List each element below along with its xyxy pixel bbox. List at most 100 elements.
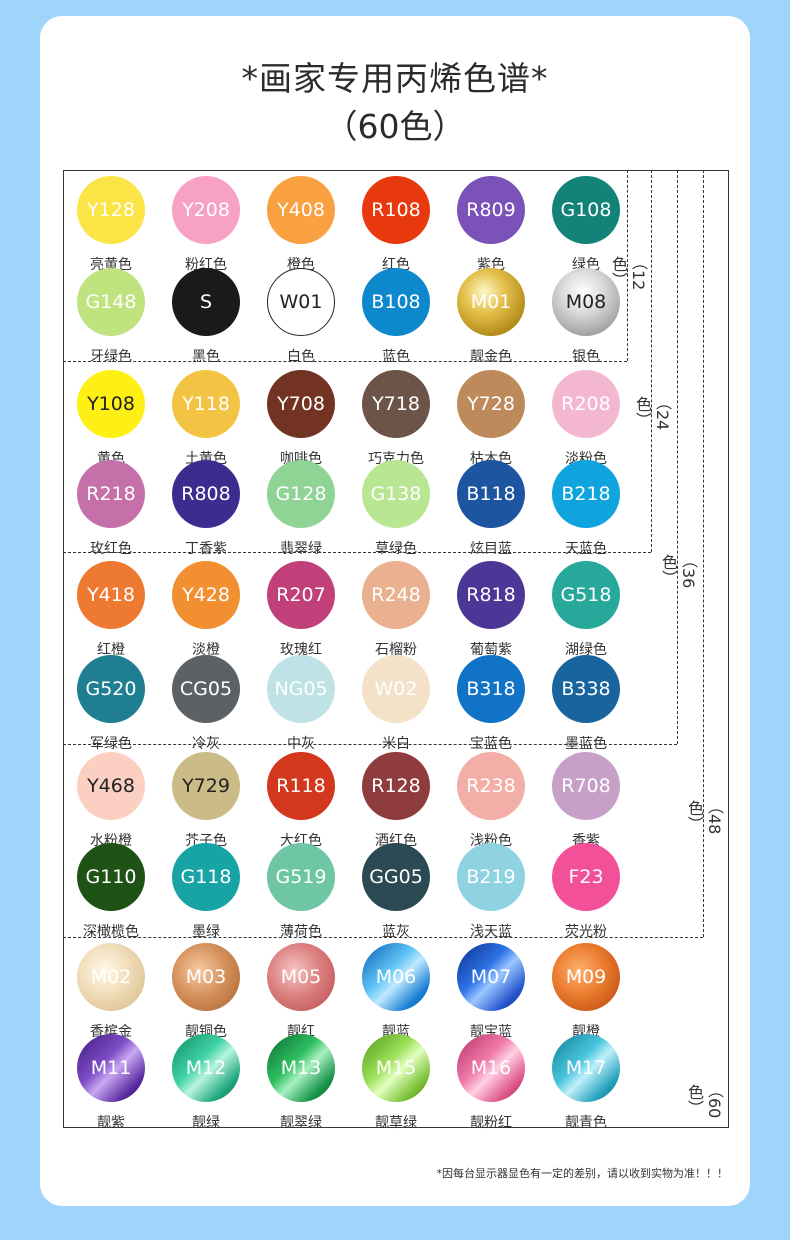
swatch-name: 天蓝色 — [565, 541, 607, 557]
swatch-circle: Y728 — [457, 370, 525, 438]
swatch-circle: Y708 — [267, 370, 335, 438]
swatch-circle: B118 — [457, 460, 525, 528]
swatch-circle: R708 — [552, 752, 620, 820]
swatch-circle: G118 — [172, 843, 240, 911]
swatch-circle: M11 — [77, 1034, 145, 1102]
swatch-circle: M08 — [552, 268, 620, 336]
group-label-36: （36色） — [659, 551, 698, 589]
swatch-circle: Y208 — [172, 176, 240, 244]
swatch-circle: M17 — [552, 1034, 620, 1102]
swatch-circle: B338 — [552, 655, 620, 723]
swatch-circle: R118 — [267, 752, 335, 820]
swatch-circle: G110 — [77, 843, 145, 911]
swatch-name: 靓青色 — [565, 1115, 607, 1131]
swatch-circle: M02 — [77, 943, 145, 1011]
swatch-name: 中灰 — [287, 736, 315, 752]
swatch-circle: R128 — [362, 752, 430, 820]
swatch-name: 黑色 — [192, 349, 220, 365]
swatch-circle: Y729 — [172, 752, 240, 820]
swatch-circle: B219 — [457, 843, 525, 911]
group-label-60: （60色） — [685, 1081, 724, 1119]
swatch-name: 冷灰 — [192, 736, 220, 752]
swatch-circle: F23 — [552, 843, 620, 911]
swatch-circle: Y428 — [172, 561, 240, 629]
swatch-circle: R108 — [362, 176, 430, 244]
swatch-name: 蓝色 — [382, 349, 410, 365]
swatch-circle: NG05 — [267, 655, 335, 723]
swatch-circle: G108 — [552, 176, 620, 244]
group-24-right-line — [651, 170, 652, 552]
swatch-circle: B218 — [552, 460, 620, 528]
swatch-circle: Y718 — [362, 370, 430, 438]
swatch-name: 葡萄紫 — [470, 642, 512, 658]
swatch-circle: R248 — [362, 561, 430, 629]
swatch-circle: CG05 — [172, 655, 240, 723]
swatch-name: 玫红色 — [90, 541, 132, 557]
swatch-circle: G518 — [552, 561, 620, 629]
swatch-name: 牙绿色 — [90, 349, 132, 365]
swatch-name: 石榴粉 — [375, 642, 417, 658]
swatch-circle: Y128 — [77, 176, 145, 244]
swatch-name: 蓝灰 — [382, 924, 410, 940]
swatch-name: 红橙 — [97, 642, 125, 658]
swatch-circle: Y408 — [267, 176, 335, 244]
swatch-circle: Y118 — [172, 370, 240, 438]
swatch-name: 军绿色 — [90, 736, 132, 752]
swatch-name: 丁香紫 — [185, 541, 227, 557]
group-12-bottom-line — [63, 361, 627, 362]
swatch-name: 白色 — [287, 349, 315, 365]
page-title: *画家专用丙烯色谱* — [241, 59, 549, 98]
group-label-24: （24色） — [633, 393, 672, 431]
swatch-circle: R207 — [267, 561, 335, 629]
swatch-name: 深橄榄色 — [83, 924, 139, 940]
swatch-name: 银色 — [572, 349, 600, 365]
swatch-circle: M13 — [267, 1034, 335, 1102]
group-48-bottom-line — [63, 937, 703, 938]
group-label-12: （12色） — [609, 253, 648, 291]
swatch-circle: M09 — [552, 943, 620, 1011]
group-48-right-line — [703, 170, 704, 937]
swatch-name: 炫目蓝 — [470, 541, 512, 557]
page-subtitle: （60色） — [324, 107, 466, 146]
swatch-name: 靓紫 — [97, 1115, 125, 1131]
swatch-name: 靓翠绿 — [280, 1115, 322, 1131]
group-36-right-line — [677, 170, 678, 744]
swatch-name: 米白 — [382, 736, 410, 752]
swatch-circle: M06 — [362, 943, 430, 1011]
swatch-name: 宝蓝色 — [470, 736, 512, 752]
swatch-circle: M01 — [457, 268, 525, 336]
swatch-name: 靓金色 — [470, 349, 512, 365]
swatch-circle: B108 — [362, 268, 430, 336]
swatch-circle: B318 — [457, 655, 525, 723]
swatch-circle: M07 — [457, 943, 525, 1011]
swatch-circle: M03 — [172, 943, 240, 1011]
group-label-48: （48色） — [685, 797, 724, 835]
swatch-circle: M16 — [457, 1034, 525, 1102]
swatch-name: 湖绿色 — [565, 642, 607, 658]
group-24-bottom-line — [63, 552, 651, 553]
swatch-circle: R808 — [172, 460, 240, 528]
swatch-circle: Y108 — [77, 370, 145, 438]
swatch-name: 墨蓝色 — [565, 736, 607, 752]
swatch-name: 荧光粉 — [565, 924, 607, 940]
swatch-circle: M15 — [362, 1034, 430, 1102]
swatch-circle: G519 — [267, 843, 335, 911]
swatch-circle: R238 — [457, 752, 525, 820]
swatch-name: 薄荷色 — [280, 924, 322, 940]
swatch-circle: R218 — [77, 460, 145, 528]
swatch-circle: Y468 — [77, 752, 145, 820]
swatch-circle: G128 — [267, 460, 335, 528]
swatch-name: 墨绿 — [192, 924, 220, 940]
swatch-circle: R809 — [457, 176, 525, 244]
swatch-circle: G148 — [77, 268, 145, 336]
swatch-circle: R208 — [552, 370, 620, 438]
disclaimer-note: *因每台显示器显色有一定的差别，请以收到实物为准！！！ — [436, 1167, 729, 1180]
swatch-frame — [63, 170, 729, 1128]
swatch-name: 草绿色 — [375, 541, 417, 557]
swatch-name: 浅天蓝 — [470, 924, 512, 940]
swatch-circle: G138 — [362, 460, 430, 528]
swatch-circle: G520 — [77, 655, 145, 723]
swatch-circle: M12 — [172, 1034, 240, 1102]
group-36-bottom-line — [63, 744, 677, 745]
group-12-right-line — [627, 170, 628, 361]
